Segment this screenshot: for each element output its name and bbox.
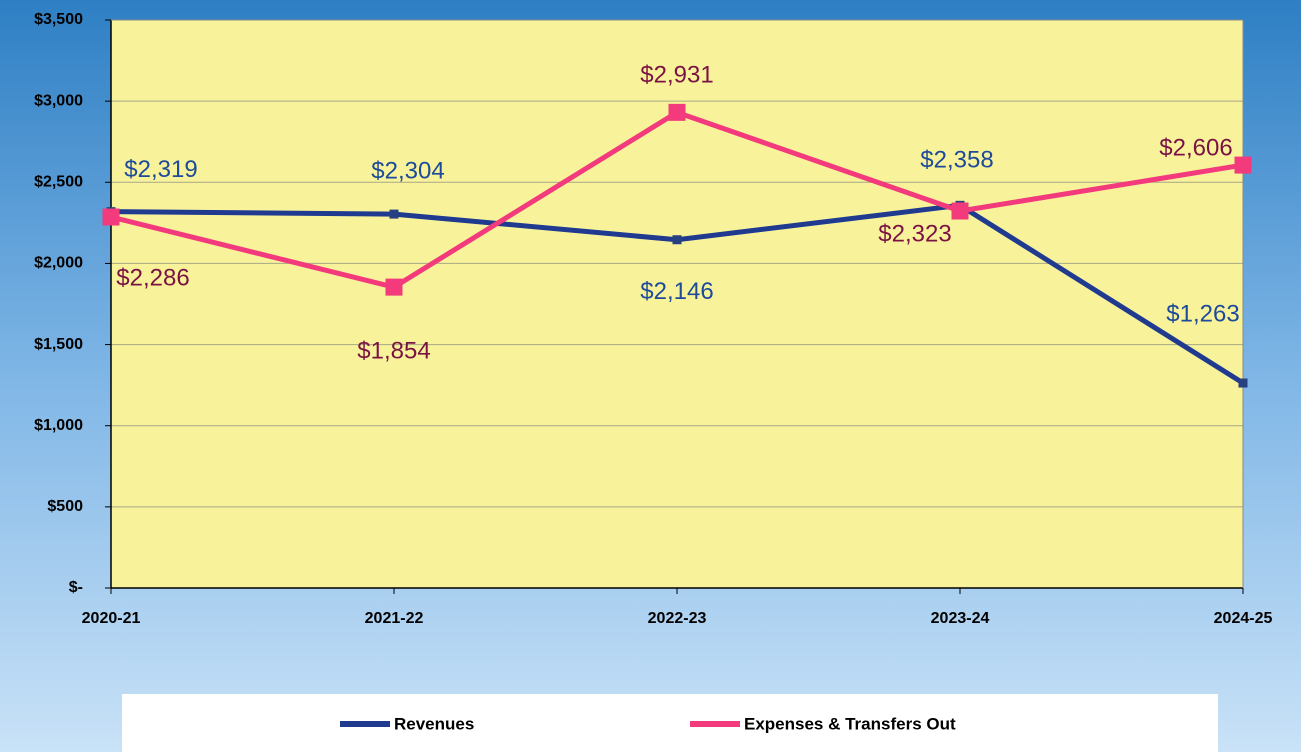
x-tick-label: 2021-22 [365, 610, 424, 627]
x-tick-label: 2023-24 [931, 610, 990, 627]
data-label: $2,286 [116, 264, 189, 291]
y-tick-label: $3,500 [34, 11, 83, 28]
y-tick-label: $2,500 [34, 174, 83, 191]
marker [672, 235, 682, 245]
x-tick-label: 2022-23 [648, 610, 707, 627]
legend-label: Expenses & Transfers Out [744, 714, 956, 733]
y-tick-label: $2,000 [34, 255, 83, 272]
data-label: $2,146 [640, 278, 713, 305]
data-label: $2,931 [640, 62, 713, 89]
legend [122, 694, 1218, 752]
marker [1238, 378, 1248, 388]
y-tick-label: $1,500 [34, 336, 83, 353]
marker [951, 202, 969, 220]
data-label: $2,606 [1159, 134, 1232, 161]
data-label: $2,304 [371, 157, 444, 184]
data-label: $2,319 [124, 156, 197, 183]
marker [102, 208, 120, 226]
legend-label: Revenues [394, 714, 474, 733]
marker [389, 209, 399, 219]
y-tick-label: $500 [47, 498, 83, 515]
x-tick-label: 2020-21 [82, 610, 141, 627]
marker [1234, 156, 1252, 174]
y-tick-label: $1,000 [34, 417, 83, 434]
data-label: $1,263 [1166, 300, 1239, 327]
y-tick-label: $- [69, 579, 83, 596]
x-tick-label: 2024-25 [1214, 610, 1273, 627]
marker [385, 278, 403, 296]
data-label: $2,358 [920, 147, 993, 174]
data-label: $2,323 [878, 220, 951, 247]
y-tick-label: $3,000 [34, 92, 83, 109]
data-label: $1,854 [357, 337, 430, 364]
marker [668, 103, 686, 121]
